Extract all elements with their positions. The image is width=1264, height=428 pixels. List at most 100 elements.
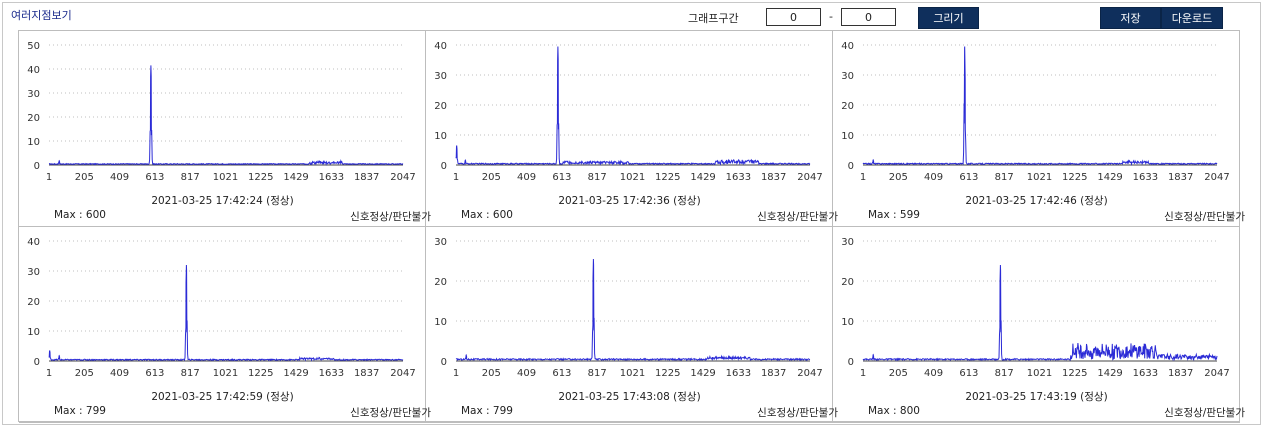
max-label: Max : 799 <box>54 405 106 417</box>
x-tick-label: 1021 <box>213 368 238 379</box>
max-label: Max : 800 <box>868 405 920 417</box>
y-tick-label: 40 <box>27 237 40 248</box>
x-tick-label: 409 <box>924 368 943 379</box>
series-line <box>48 264 404 362</box>
x-tick-label: 409 <box>110 172 129 183</box>
x-tick-label: 1 <box>46 172 52 183</box>
y-tick-label: 40 <box>434 41 447 52</box>
y-tick-label: 20 <box>841 101 854 112</box>
series-line <box>862 264 1218 362</box>
x-tick-label: 1225 <box>248 368 273 379</box>
y-tick-label: 0 <box>441 357 447 368</box>
y-tick-label: 10 <box>841 317 854 328</box>
timestamp-label: 2021-03-25 17:43:08 (정상) <box>558 391 701 403</box>
chart-grid: 0 10 20 30 40 50 1 205 409 613 817 1021 1225 1429 1633… <box>18 30 1245 423</box>
y-tick-label: 20 <box>27 113 40 124</box>
max-label: Max : 600 <box>461 209 513 221</box>
chart-panel: 0 10 20 30 1 205 409 613 817 1021 1225 1429 1633 1837… <box>426 227 838 423</box>
y-tick-label: 30 <box>434 237 447 248</box>
timestamp-label: 2021-03-25 17:42:36 (정상) <box>558 195 701 207</box>
x-tick-label: 1429 <box>1097 172 1122 183</box>
x-tick-label: 1 <box>453 368 459 379</box>
y-tick-label: 10 <box>27 137 40 148</box>
x-tick-label: 613 <box>552 172 571 183</box>
y-tick-label: 0 <box>34 357 40 368</box>
x-tick-label: 1225 <box>1062 368 1087 379</box>
spectrum-chart: 0 10 20 30 40 50 1 205 409 613 817 1021 1225 1429 1633… <box>27 41 415 183</box>
x-tick-label: 1633 <box>319 172 344 183</box>
series-line <box>455 46 811 166</box>
save-button[interactable]: 저장 <box>1100 7 1161 29</box>
x-tick-label: 1633 <box>1133 368 1158 379</box>
x-tick-label: 2047 <box>390 368 415 379</box>
x-tick-label: 1837 <box>1168 368 1193 379</box>
x-tick-label: 409 <box>517 368 536 379</box>
download-button[interactable]: 다운로드 <box>1161 7 1223 29</box>
y-tick-label: 10 <box>434 131 447 142</box>
x-tick-label: 1225 <box>1062 172 1087 183</box>
x-tick-label: 2047 <box>1204 172 1229 183</box>
chart-panel: 0 10 20 30 40 50 1 205 409 613 817 1021 1225 1429 1633… <box>19 31 431 227</box>
y-tick-label: 30 <box>27 267 40 278</box>
x-tick-label: 1837 <box>761 368 786 379</box>
x-tick-label: 613 <box>145 172 164 183</box>
y-tick-label: 0 <box>848 357 854 368</box>
x-tick-label: 2047 <box>390 172 415 183</box>
y-tick-label: 40 <box>841 41 854 52</box>
x-tick-label: 613 <box>552 368 571 379</box>
range-separator: - <box>829 10 833 23</box>
x-tick-label: 409 <box>110 368 129 379</box>
y-tick-label: 0 <box>441 161 447 172</box>
chart-panel: 0 10 20 30 40 1 205 409 613 817 1021 1225 1429 1633 18… <box>19 227 431 423</box>
x-tick-label: 409 <box>924 172 943 183</box>
timestamp-label: 2021-03-25 17:42:24 (정상) <box>151 195 294 207</box>
status-label: 신호정상/판단불가 <box>757 211 838 223</box>
x-tick-label: 1837 <box>761 172 786 183</box>
x-tick-label: 817 <box>181 172 200 183</box>
x-tick-label: 1429 <box>690 368 715 379</box>
y-tick-label: 30 <box>27 89 40 100</box>
x-tick-label: 613 <box>145 368 164 379</box>
x-tick-label: 1021 <box>620 368 645 379</box>
x-tick-label: 1225 <box>655 368 680 379</box>
x-tick-label: 2047 <box>797 368 822 379</box>
max-label: Max : 599 <box>868 209 920 221</box>
x-tick-label: 1429 <box>283 368 308 379</box>
series-line <box>48 65 404 167</box>
y-tick-label: 20 <box>434 277 447 288</box>
y-tick-label: 10 <box>27 327 40 338</box>
y-tick-label: 50 <box>27 41 40 52</box>
x-tick-label: 1633 <box>1133 172 1158 183</box>
status-label: 신호정상/판단불가 <box>350 407 431 419</box>
x-tick-label: 205 <box>75 172 94 183</box>
range-from-input[interactable] <box>766 8 821 26</box>
status-label: 신호정상/판단불가 <box>1164 407 1245 419</box>
x-tick-label: 1837 <box>354 172 379 183</box>
x-tick-label: 2047 <box>1204 368 1229 379</box>
y-tick-label: 30 <box>841 71 854 82</box>
x-tick-label: 613 <box>959 172 978 183</box>
x-tick-label: 205 <box>75 368 94 379</box>
range-to-input[interactable] <box>841 8 896 26</box>
x-tick-label: 205 <box>482 368 501 379</box>
x-tick-label: 613 <box>959 368 978 379</box>
x-tick-label: 1 <box>860 368 866 379</box>
max-label: Max : 600 <box>54 209 106 221</box>
x-tick-label: 1225 <box>248 172 273 183</box>
y-tick-label: 10 <box>434 317 447 328</box>
y-tick-label: 30 <box>841 237 854 248</box>
x-tick-label: 1 <box>46 368 52 379</box>
x-tick-label: 1225 <box>655 172 680 183</box>
x-tick-label: 205 <box>889 172 908 183</box>
x-tick-label: 817 <box>588 172 607 183</box>
x-tick-label: 1 <box>860 172 866 183</box>
x-tick-label: 1429 <box>1097 368 1122 379</box>
y-tick-label: 0 <box>34 161 40 172</box>
x-tick-label: 1 <box>453 172 459 183</box>
draw-button[interactable]: 그리기 <box>918 7 979 29</box>
x-tick-label: 1837 <box>1168 172 1193 183</box>
y-tick-label: 40 <box>27 65 40 76</box>
x-tick-label: 1021 <box>213 172 238 183</box>
x-tick-label: 2047 <box>797 172 822 183</box>
